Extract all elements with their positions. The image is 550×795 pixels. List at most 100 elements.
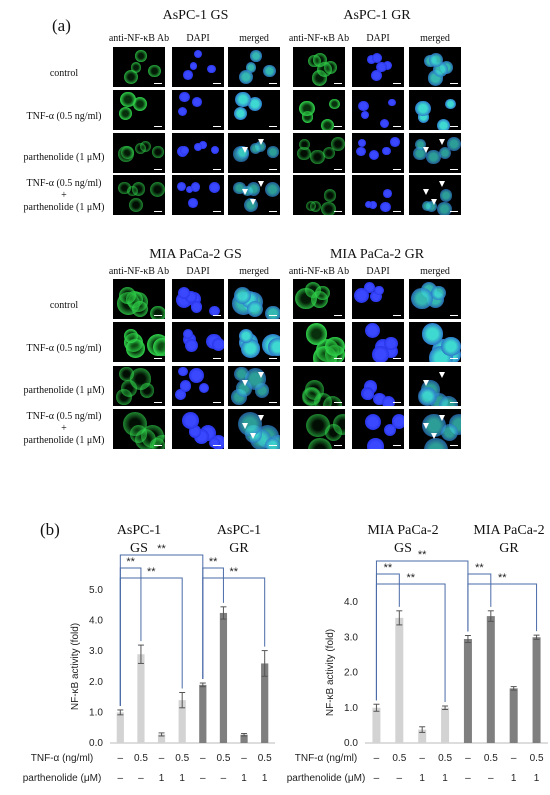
micrograph-blue-channel: [172, 90, 224, 130]
column-header: DAPI: [186, 266, 210, 277]
scale-bar: [213, 125, 221, 127]
cell-nucleus: [211, 337, 224, 351]
y-tick-label: 1.0: [89, 707, 103, 718]
y-axis-label: NF-κB activity (fold): [70, 623, 81, 710]
cell-nucleus: [190, 301, 203, 313]
cell-nucleus: [246, 182, 261, 196]
cell-nucleus: [191, 97, 202, 107]
cell-nucleus: [130, 62, 142, 73]
cell-nucleus: [118, 286, 137, 305]
scale-bar: [334, 444, 342, 446]
bar: [219, 612, 228, 743]
scale-bar: [450, 210, 458, 212]
bar: [486, 616, 495, 743]
cell-nucleus: [120, 91, 136, 108]
column-header: DAPI: [366, 33, 390, 44]
micrograph-green-channel: [293, 279, 345, 319]
micrograph-cyan-channel: [228, 90, 280, 130]
cell-nucleus: [388, 98, 396, 107]
cell-nucleus: [183, 329, 193, 340]
cell-nucleus: [177, 286, 191, 300]
parthenolide-value: 1: [241, 773, 247, 784]
cell-nucleus: [209, 305, 220, 317]
scale-bar: [154, 82, 162, 84]
cell-nucleus: [246, 301, 264, 318]
cell-nucleus: [198, 141, 207, 150]
cell-nucleus: [313, 52, 328, 67]
micrograph-green-channel: [293, 133, 345, 173]
column-header: merged: [420, 266, 450, 277]
significance-marker: **: [475, 562, 484, 574]
cell-nucleus: [324, 189, 337, 202]
cell-nucleus: [135, 50, 147, 62]
arrowhead-marker: [242, 380, 248, 386]
arrowhead-marker: [242, 147, 248, 153]
bar: [240, 734, 248, 743]
cell-nucleus: [134, 142, 146, 154]
y-axis-label: NF-κB activity (fold): [325, 629, 336, 716]
column-header: merged: [239, 266, 269, 277]
cell-nucleus: [265, 437, 280, 449]
micrograph-blue-channel: [172, 322, 224, 362]
cell-nucleus: [239, 70, 254, 85]
significance-bracket: [467, 583, 538, 632]
cell-nucleus: [426, 149, 441, 165]
row-label: parthenolide (1 μM): [23, 385, 105, 396]
bar: [418, 729, 427, 743]
micrograph-green-channel: [293, 175, 345, 215]
arrowhead-marker: [258, 139, 264, 145]
micrograph-blue-channel: [352, 322, 404, 362]
micrograph-green-channel: [113, 409, 165, 449]
micrograph-green-channel: [113, 90, 165, 130]
arrowhead-marker: [258, 181, 264, 187]
scale-bar: [154, 168, 162, 170]
parthenolide-value: –: [488, 773, 494, 784]
cell-nucleus: [356, 146, 366, 157]
bar: [199, 684, 207, 743]
cell-nucleus: [357, 100, 369, 112]
scale-bar: [393, 401, 401, 403]
scale-bar: [334, 168, 342, 170]
cell-nucleus: [421, 200, 433, 212]
cell-nucleus: [419, 388, 436, 405]
bar: [441, 707, 450, 743]
cell-nucleus: [305, 200, 317, 212]
y-tick-label: 3.0: [89, 646, 103, 657]
micrograph-blue-channel: [352, 47, 404, 87]
cell-nucleus: [298, 138, 310, 151]
tnf-value: –: [511, 753, 517, 764]
cell-nucleus: [414, 100, 431, 117]
micrograph-cyan-channel: [228, 133, 280, 173]
cell-nucleus: [263, 64, 276, 78]
scale-bar: [393, 210, 401, 212]
significance-marker: **: [406, 572, 415, 584]
cell-nucleus: [369, 149, 380, 161]
significance-marker: **: [126, 556, 135, 568]
parthenolide-value: –: [221, 773, 227, 784]
significance-marker: **: [418, 549, 427, 561]
micrograph-green-channel: [293, 90, 345, 130]
parthenolide-value: 1: [159, 773, 165, 784]
tnf-value: 0.5: [438, 753, 452, 764]
micrograph-green-channel: [113, 47, 165, 87]
micrograph-blue-channel: [352, 133, 404, 173]
scale-bar: [213, 401, 221, 403]
cell-nucleus: [129, 368, 151, 390]
row-label: +: [61, 423, 67, 434]
cell-nucleus: [440, 189, 453, 202]
cell-nucleus: [239, 329, 254, 344]
scale-bar: [213, 444, 221, 446]
cell-nucleus: [414, 138, 426, 151]
cell-nucleus: [391, 414, 404, 429]
cell-nucleus: [424, 438, 448, 449]
cell-nucleus: [124, 329, 139, 344]
column-header: anti-NF-κB Ab: [108, 33, 170, 44]
tnf-value: –: [241, 753, 247, 764]
y-tick-label: 0.0: [344, 738, 358, 749]
micrograph-green-channel: [293, 322, 345, 362]
cell-nucleus: [209, 437, 220, 449]
parthenolide-value: –: [397, 773, 403, 784]
y-tick-label: 0.0: [89, 738, 103, 749]
cell-nucleus: [247, 97, 262, 112]
cell-nucleus: [447, 137, 461, 151]
